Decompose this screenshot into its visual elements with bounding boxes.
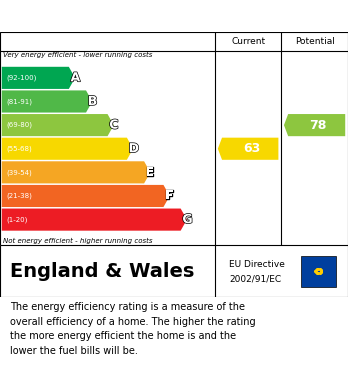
Text: (1-20): (1-20) <box>6 216 27 223</box>
Text: E: E <box>146 166 154 179</box>
Text: 63: 63 <box>243 142 260 155</box>
Text: (69-80): (69-80) <box>6 122 32 128</box>
Text: 2002/91/EC: 2002/91/EC <box>229 274 281 283</box>
Polygon shape <box>218 138 278 160</box>
Text: England & Wales: England & Wales <box>10 262 195 281</box>
Text: (55-68): (55-68) <box>6 145 32 152</box>
Text: A: A <box>71 72 80 84</box>
Text: Very energy efficient - lower running costs: Very energy efficient - lower running co… <box>3 52 153 58</box>
Text: (39-54): (39-54) <box>6 169 32 176</box>
Polygon shape <box>2 208 187 231</box>
Polygon shape <box>2 161 150 183</box>
Text: (21-38): (21-38) <box>6 193 32 199</box>
Polygon shape <box>2 185 170 207</box>
Text: G: G <box>182 213 193 226</box>
Text: D: D <box>129 142 139 155</box>
Text: (81-91): (81-91) <box>6 98 32 105</box>
Text: B: B <box>88 95 97 108</box>
Text: F: F <box>165 190 174 203</box>
Text: 78: 78 <box>309 118 327 132</box>
Text: (92-100): (92-100) <box>6 75 36 81</box>
Text: Potential: Potential <box>295 37 334 46</box>
Text: The energy efficiency rating is a measure of the
overall efficiency of a home. T: The energy efficiency rating is a measur… <box>10 302 256 356</box>
Text: Not energy efficient - higher running costs: Not energy efficient - higher running co… <box>3 238 153 244</box>
Text: C: C <box>109 118 118 132</box>
Text: EU Directive: EU Directive <box>229 260 285 269</box>
Text: Current: Current <box>231 37 265 46</box>
Polygon shape <box>284 114 345 136</box>
Polygon shape <box>2 67 75 89</box>
Polygon shape <box>2 138 133 160</box>
Bar <box>301 256 336 287</box>
Text: Energy Efficiency Rating: Energy Efficiency Rating <box>10 9 220 23</box>
Polygon shape <box>2 114 114 136</box>
Polygon shape <box>2 90 92 113</box>
